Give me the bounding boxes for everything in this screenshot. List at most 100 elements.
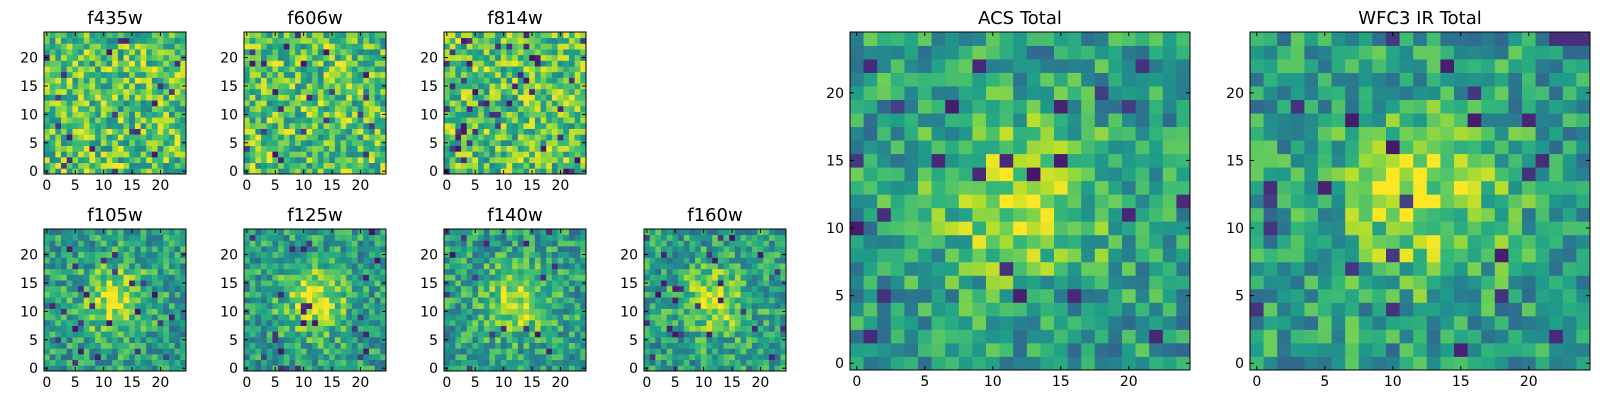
- heatmap-cell: [706, 297, 713, 304]
- heatmap-cell: [466, 100, 473, 107]
- heatmap-cell: [478, 348, 485, 355]
- heatmap-cell: [563, 308, 570, 315]
- heatmap-cell: [931, 153, 946, 168]
- heatmap-cell: [61, 319, 68, 326]
- heatmap-cell: [374, 359, 381, 366]
- heatmap-cell: [78, 49, 85, 56]
- y-tick-label: 0: [429, 164, 438, 180]
- heatmap-cell: [351, 162, 358, 169]
- heatmap-cell: [134, 77, 141, 84]
- heatmap-cell: [55, 100, 62, 107]
- heatmap-cell: [249, 111, 256, 118]
- heatmap-cell: [506, 308, 513, 315]
- heatmap-cell: [568, 331, 576, 338]
- heatmap-cell: [568, 234, 576, 241]
- heatmap-cell: [455, 151, 462, 158]
- heatmap-cell: [740, 314, 747, 321]
- heatmap-cell: [340, 49, 347, 56]
- heatmap-cell: [83, 145, 90, 152]
- x-tick-label: 0: [242, 375, 251, 391]
- heatmap-cell: [495, 156, 502, 164]
- heatmap-cell: [1162, 248, 1177, 263]
- heatmap-cell: [129, 49, 136, 56]
- heatmap-cell: [151, 251, 158, 258]
- heatmap-cell: [323, 274, 330, 281]
- heatmap-cell: [174, 297, 181, 304]
- heatmap-cell: [729, 234, 736, 241]
- heatmap-cell: [140, 263, 147, 270]
- heatmap-cell: [351, 251, 358, 258]
- heatmap-cell: [112, 156, 119, 164]
- heatmap-cell: [295, 83, 302, 90]
- heatmap-cell: [278, 49, 285, 56]
- heatmap-cell: [368, 302, 376, 309]
- heatmap-cell: [363, 297, 370, 304]
- heatmap-cell: [568, 139, 576, 146]
- heatmap-cell: [163, 105, 170, 112]
- heatmap-cell: [174, 54, 181, 61]
- heatmap-cell: [95, 234, 102, 241]
- heatmap-cell: [61, 134, 68, 141]
- heatmap-cell: [466, 111, 473, 118]
- heatmap-cell: [49, 156, 56, 164]
- heatmap-cell: [249, 331, 256, 338]
- heatmap-cell: [89, 268, 96, 275]
- heatmap-cell: [180, 246, 187, 253]
- heatmap-cell: [266, 60, 273, 67]
- y-tick-label: 10: [20, 304, 38, 320]
- heatmap-cell: [763, 342, 770, 349]
- heatmap-cell: [272, 325, 279, 332]
- heatmap-cell: [66, 342, 73, 349]
- heatmap-cell: [317, 156, 324, 164]
- heatmap-cell: [163, 240, 170, 247]
- heatmap-cell: [768, 257, 776, 264]
- heatmap-cell: [449, 297, 456, 304]
- heatmap-cell: [112, 88, 119, 95]
- heatmap-cell: [449, 37, 456, 44]
- heatmap-cell: [151, 285, 158, 292]
- heatmap-cell: [72, 151, 79, 158]
- heatmap-cell: [129, 117, 136, 124]
- heatmap-cell: [129, 342, 136, 349]
- heatmap-cell: [266, 77, 273, 84]
- heatmap-cell: [174, 348, 181, 355]
- heatmap-cell: [261, 291, 268, 298]
- heatmap-cell: [72, 100, 79, 107]
- heatmap-cell: [506, 105, 513, 112]
- heatmap-cell: [295, 94, 302, 101]
- heatmap-cell: [483, 365, 490, 372]
- heatmap-cell: [580, 229, 587, 236]
- heatmap-cell: [129, 100, 136, 107]
- heatmap-cell: [999, 194, 1014, 209]
- heatmap-cell: [563, 156, 570, 164]
- heatmap-cell: [506, 60, 513, 67]
- y-tick-label: 5: [229, 136, 238, 152]
- heatmap-cell: [261, 308, 268, 315]
- heatmap-cell: [278, 246, 285, 253]
- heatmap-cell: [300, 134, 307, 141]
- heatmap-cell: [55, 251, 62, 258]
- heatmap-cell: [261, 128, 268, 135]
- heatmap-cell: [557, 308, 564, 315]
- heatmap-cell: [146, 331, 153, 338]
- heatmap-cell: [512, 139, 519, 146]
- heatmap-cell: [117, 263, 124, 270]
- heatmap-cell: [661, 336, 668, 343]
- heatmap-cell: [568, 308, 576, 315]
- heatmap-cell: [123, 280, 130, 287]
- heatmap-cell: [700, 297, 707, 304]
- heatmap-cell: [444, 240, 451, 247]
- heatmap-cell: [151, 156, 158, 164]
- heatmap-cell: [380, 88, 387, 95]
- heatmap-cell: [534, 88, 541, 95]
- heatmap-cell: [140, 291, 147, 298]
- heatmap-cell: [249, 105, 256, 112]
- heatmap-cell: [1026, 342, 1041, 357]
- heatmap-cell: [329, 71, 336, 78]
- heatmap-cell: [1040, 234, 1055, 249]
- heatmap-cell: [140, 285, 147, 292]
- heatmap-cell: [461, 268, 468, 275]
- heatmap-cell: [763, 263, 770, 270]
- heatmap-cell: [340, 365, 347, 372]
- heatmap-cell: [334, 66, 341, 73]
